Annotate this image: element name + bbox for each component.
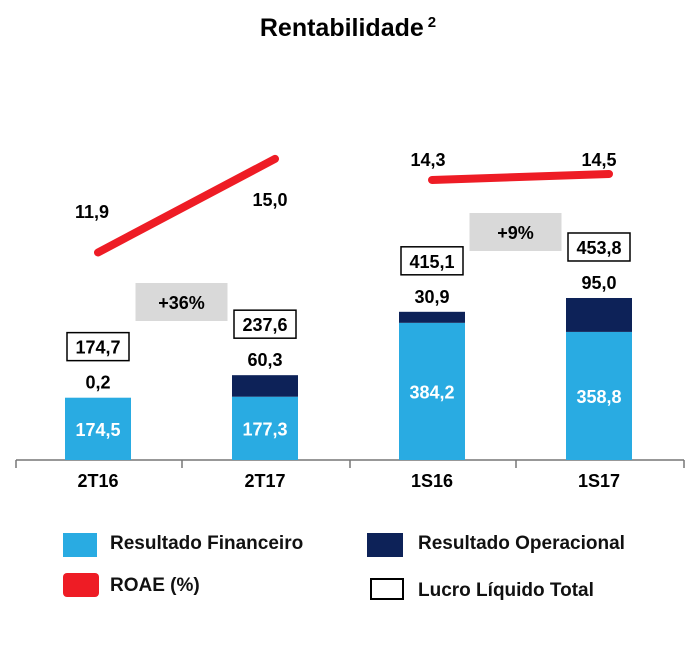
data-label-operacional: 60,3: [247, 350, 282, 370]
legend-label-financeiro: Resultado Financeiro: [110, 533, 304, 554]
bar-financeiro: [566, 331, 632, 460]
chart-title: Rentabilidade 2: [0, 14, 696, 43]
x-tick-label: 2T17: [244, 471, 285, 491]
data-label-total: 237,6: [242, 315, 287, 335]
data-label-operacional: 95,0: [581, 273, 616, 293]
x-tick-label: 1S16: [411, 471, 453, 491]
bar-operacional: [232, 375, 298, 397]
growth-label: +9%: [497, 223, 534, 243]
data-label-total: 453,8: [576, 238, 621, 258]
growth-label: +36%: [158, 293, 205, 313]
growth-box: [135, 283, 228, 321]
legend-label-operacional: Resultado Operacional: [418, 533, 625, 554]
data-label-total: 415,1: [409, 252, 454, 272]
legend-swatch-total: [370, 578, 404, 600]
data-label-operacional: 30,9: [414, 287, 449, 307]
legend-swatch-operacional: [367, 533, 403, 557]
legend-swatch-financeiro: [63, 533, 97, 557]
roae-label: 14,3: [410, 150, 445, 170]
data-label-financeiro: 358,8: [576, 387, 621, 407]
data-label-operacional: 0,2: [85, 373, 110, 393]
legend-swatch-roae: [63, 573, 99, 597]
x-tick-label: 2T16: [77, 471, 118, 491]
x-tick-label: 1S17: [578, 471, 620, 491]
roae-label: 14,5: [581, 150, 616, 170]
data-label-financeiro: 384,2: [409, 382, 454, 402]
bar-financeiro: [399, 322, 465, 460]
bar-financeiro: [232, 396, 298, 460]
total-box: [66, 331, 130, 362]
chart-title-footnote: 2: [427, 14, 437, 31]
roae-label: 15,0: [252, 190, 287, 210]
data-label-total: 174,7: [75, 338, 120, 358]
total-box: [233, 309, 297, 339]
bar-operacional: [566, 297, 632, 332]
growth-box: [469, 213, 562, 251]
bar-chart: 174,5 0,2 174,7 2T16 177,3 60,3 237,6 2T17 384,2…: [15, 150, 685, 491]
data-label-financeiro: 174,5: [75, 420, 120, 440]
chart-title-text: Rentabilidade: [259, 14, 424, 42]
legend-label-roae: ROAE (%): [110, 575, 200, 596]
roae-label: 11,9: [75, 202, 109, 222]
roae-line: [428, 169, 613, 184]
total-box: [567, 232, 631, 262]
bar-financeiro: [65, 397, 131, 460]
bar-operacional: [399, 311, 465, 323]
total-box: [400, 246, 464, 276]
legend-label-total: Lucro Líquido Total: [418, 580, 594, 601]
roae-line: [94, 154, 279, 257]
data-label-financeiro: 177,3: [242, 419, 287, 439]
